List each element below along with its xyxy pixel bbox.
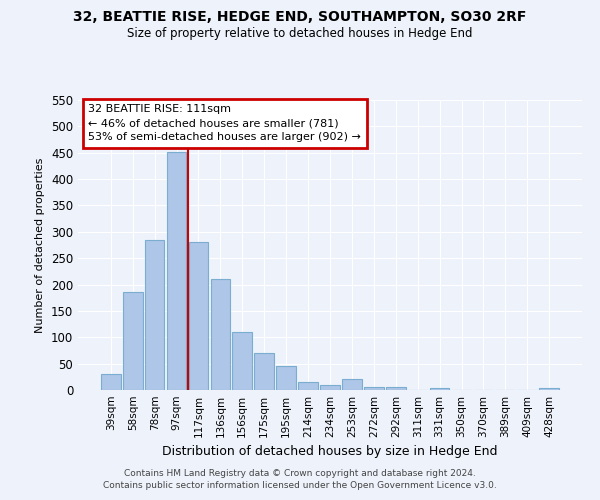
Bar xyxy=(145,240,164,390)
Text: 32 BEATTIE RISE: 111sqm
← 46% of detached houses are smaller (781)
53% of semi-d: 32 BEATTIE RISE: 111sqm ← 46% of detache… xyxy=(88,104,361,142)
Bar xyxy=(539,388,559,390)
Bar xyxy=(232,332,252,390)
Bar xyxy=(342,380,362,390)
Bar xyxy=(430,388,449,390)
Bar xyxy=(320,384,340,390)
Bar xyxy=(211,280,230,390)
X-axis label: Distribution of detached houses by size in Hedge End: Distribution of detached houses by size … xyxy=(162,446,498,458)
Bar xyxy=(386,388,406,390)
Text: Size of property relative to detached houses in Hedge End: Size of property relative to detached ho… xyxy=(127,28,473,40)
Bar xyxy=(188,242,208,390)
Bar xyxy=(167,152,187,390)
Bar xyxy=(364,388,384,390)
Bar xyxy=(254,353,274,390)
Text: 32, BEATTIE RISE, HEDGE END, SOUTHAMPTON, SO30 2RF: 32, BEATTIE RISE, HEDGE END, SOUTHAMPTON… xyxy=(73,10,527,24)
Bar xyxy=(298,382,318,390)
Y-axis label: Number of detached properties: Number of detached properties xyxy=(35,158,46,332)
Bar xyxy=(123,292,143,390)
Bar xyxy=(276,366,296,390)
Text: Contains public sector information licensed under the Open Government Licence v3: Contains public sector information licen… xyxy=(103,481,497,490)
Text: Contains HM Land Registry data © Crown copyright and database right 2024.: Contains HM Land Registry data © Crown c… xyxy=(124,468,476,477)
Bar xyxy=(101,374,121,390)
